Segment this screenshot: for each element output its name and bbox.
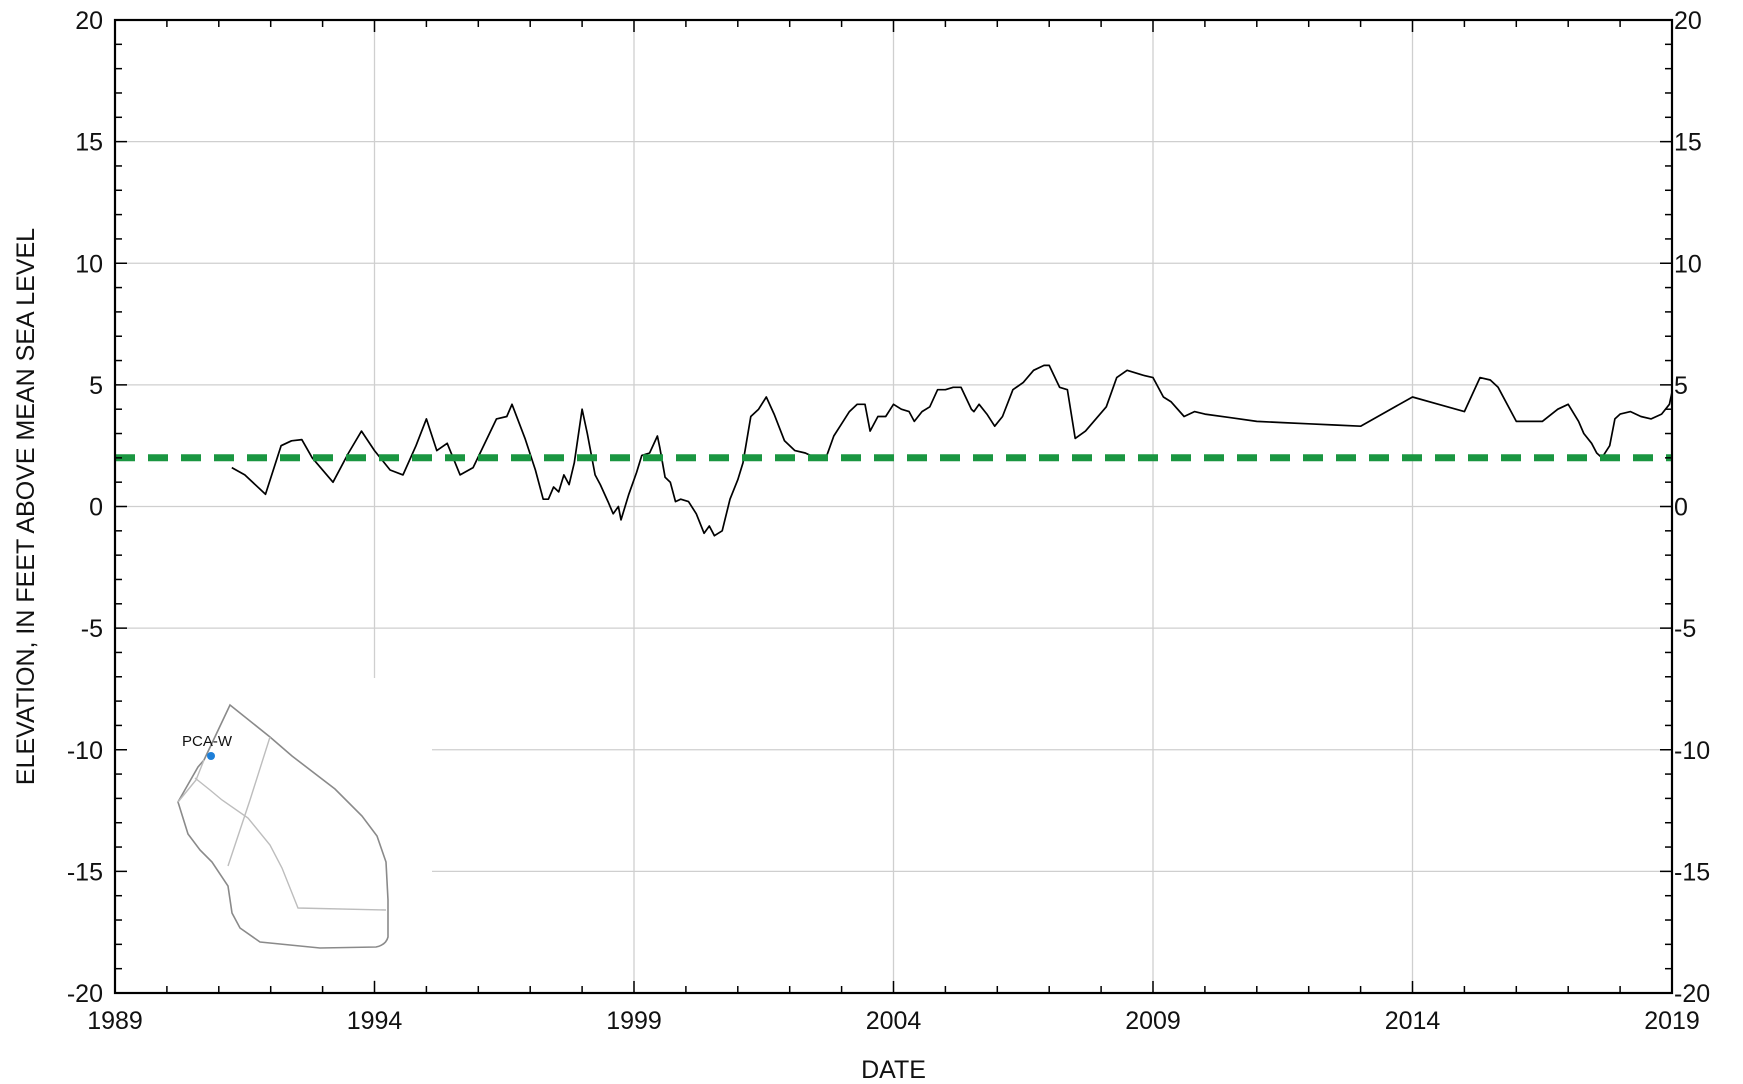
y-tick-label-left: -20	[67, 980, 103, 1008]
x-axis-title: DATE	[861, 1056, 926, 1084]
x-tick-label: 1989	[87, 1007, 143, 1035]
y-tick-label-right: -5	[1674, 615, 1696, 643]
y-tick-label-right: 20	[1674, 7, 1702, 35]
y-tick-label-right: -15	[1674, 858, 1710, 886]
y-tick-label-right: 15	[1674, 129, 1702, 157]
water-level-line	[231, 359, 1673, 537]
x-tick-label: 2004	[866, 1007, 922, 1035]
y-tick-label-left: 15	[75, 129, 103, 157]
y-tick-label-right: -20	[1674, 980, 1710, 1008]
x-tick-label: 2019	[1644, 1007, 1700, 1035]
y-tick-label-left: -15	[67, 858, 103, 886]
y-tick-label-left: -5	[81, 615, 103, 643]
inset-background	[118, 678, 432, 980]
y-tick-label-left: 10	[75, 250, 103, 278]
y-tick-label-left: 0	[89, 494, 103, 522]
y-tick-label-right: -10	[1674, 737, 1710, 765]
y-tick-label-right: 5	[1674, 372, 1688, 400]
inset-well-marker	[207, 752, 215, 760]
y-tick-label-right: 10	[1674, 250, 1702, 278]
inset-road-1	[227, 736, 271, 867]
x-tick-label: 2014	[1385, 1007, 1441, 1035]
x-tick-label: 1994	[347, 1007, 403, 1035]
inset-map: PCA-W	[118, 678, 432, 980]
y-tick-label-right: 0	[1674, 494, 1688, 522]
x-tick-label: 2009	[1125, 1007, 1181, 1035]
axis-ticks	[114, 19, 1673, 994]
inset-road-3	[177, 759, 205, 803]
tick-labels: 1989 1994 1999 2004 2009 2014 2019-20 -20-15 -15…	[67, 7, 1710, 1035]
y-tick-label-left: 5	[89, 372, 103, 400]
x-tick-label: 1999	[606, 1007, 662, 1035]
y-tick-label-left: -10	[67, 737, 103, 765]
inset-road-2	[194, 777, 387, 911]
y-axis-title: ELEVATION, IN FEET ABOVE MEAN SEA LEVEL	[12, 228, 40, 785]
inset-well-label: PCA-W	[182, 733, 233, 750]
y-tick-label-left: 20	[75, 7, 103, 35]
inset-outline	[177, 703, 389, 949]
